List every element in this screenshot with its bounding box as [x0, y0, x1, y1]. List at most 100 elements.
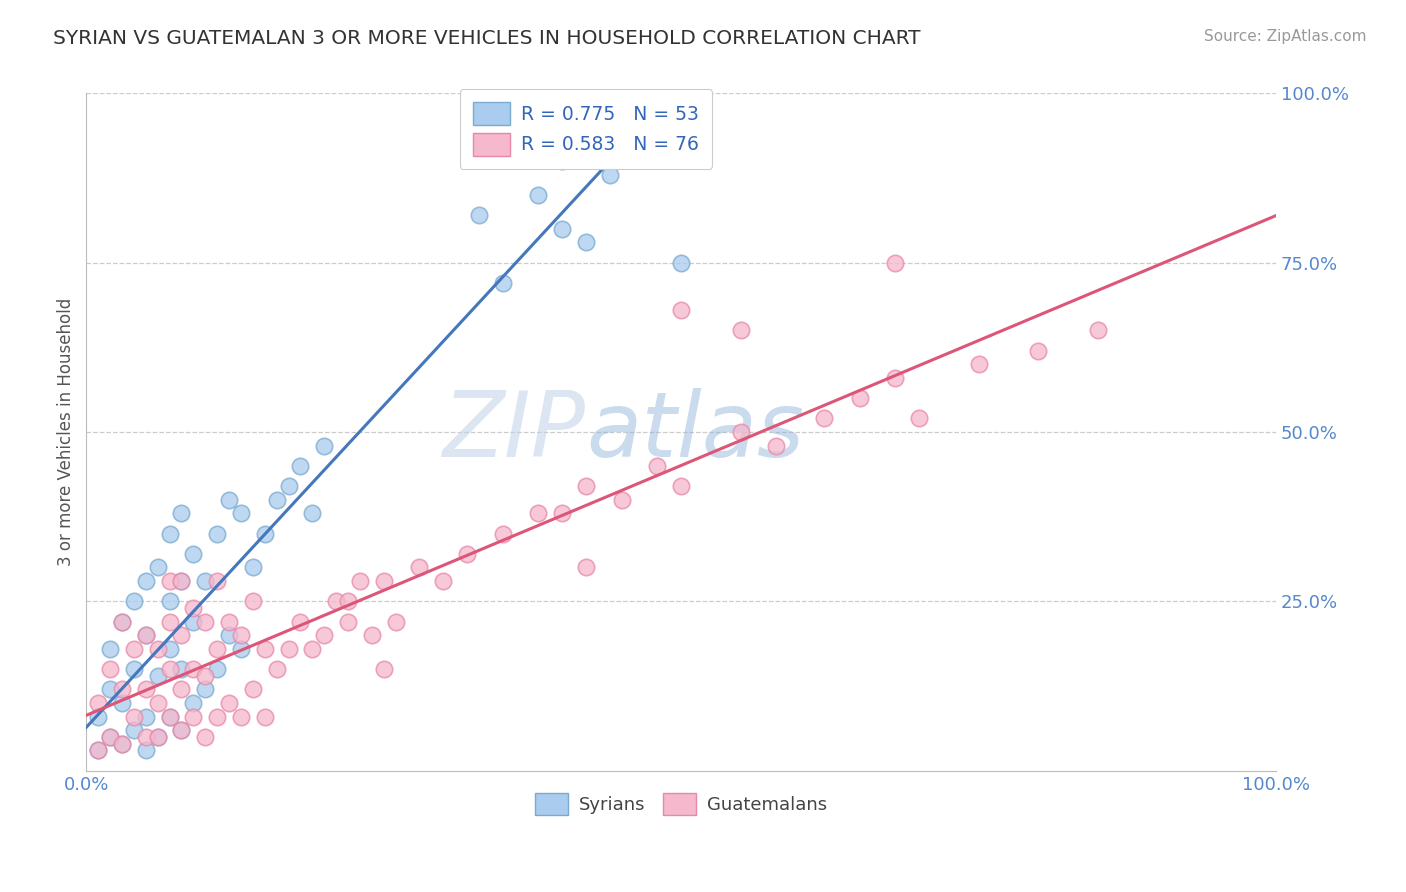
Point: [146, 669, 169, 683]
Point: [229, 641, 252, 656]
Point: [848, 391, 870, 405]
Point: [884, 255, 907, 269]
Point: [468, 208, 491, 222]
Point: [325, 594, 347, 608]
Point: [253, 709, 276, 723]
Point: [146, 730, 169, 744]
Text: SYRIAN VS GUATEMALAN 3 OR MORE VEHICLES IN HOUSEHOLD CORRELATION CHART: SYRIAN VS GUATEMALAN 3 OR MORE VEHICLES …: [53, 29, 921, 47]
Point: [575, 560, 598, 574]
Point: [314, 628, 336, 642]
Point: [194, 730, 217, 744]
Point: [575, 479, 598, 493]
Point: [492, 526, 515, 541]
Point: [301, 506, 323, 520]
Point: [384, 615, 406, 629]
Point: [242, 682, 264, 697]
Point: [432, 574, 454, 588]
Point: [194, 682, 217, 697]
Point: [669, 255, 692, 269]
Point: [765, 439, 787, 453]
Point: [170, 682, 193, 697]
Point: [229, 506, 252, 520]
Point: [527, 188, 550, 202]
Point: [373, 662, 395, 676]
Point: [146, 730, 169, 744]
Point: [349, 574, 371, 588]
Point: [135, 628, 157, 642]
Point: [170, 662, 193, 676]
Point: [135, 628, 157, 642]
Point: [205, 662, 228, 676]
Point: [135, 574, 157, 588]
Point: [967, 357, 990, 371]
Point: [266, 662, 288, 676]
Point: [205, 709, 228, 723]
Point: [337, 594, 360, 608]
Point: [87, 743, 110, 757]
Point: [122, 709, 145, 723]
Point: [98, 730, 121, 744]
Point: [87, 709, 110, 723]
Point: [159, 709, 181, 723]
Point: [170, 574, 193, 588]
Point: [337, 615, 360, 629]
Point: [183, 696, 205, 710]
Point: [205, 574, 228, 588]
Point: [111, 737, 134, 751]
Point: [730, 425, 752, 439]
Point: [610, 492, 633, 507]
Point: [218, 615, 240, 629]
Point: [135, 709, 157, 723]
Point: [87, 743, 110, 757]
Point: [599, 168, 621, 182]
Point: [122, 662, 145, 676]
Point: [730, 323, 752, 337]
Point: [218, 492, 240, 507]
Point: [194, 615, 217, 629]
Point: [122, 723, 145, 737]
Text: Source: ZipAtlas.com: Source: ZipAtlas.com: [1204, 29, 1367, 44]
Point: [647, 458, 669, 473]
Point: [253, 526, 276, 541]
Point: [98, 682, 121, 697]
Point: [183, 709, 205, 723]
Point: [290, 458, 312, 473]
Legend: Syrians, Guatemalans: Syrians, Guatemalans: [529, 786, 834, 822]
Point: [669, 303, 692, 318]
Point: [408, 560, 430, 574]
Point: [373, 574, 395, 588]
Point: [183, 601, 205, 615]
Point: [468, 87, 491, 101]
Point: [159, 526, 181, 541]
Point: [277, 479, 299, 493]
Point: [159, 662, 181, 676]
Point: [170, 628, 193, 642]
Point: [159, 594, 181, 608]
Point: [170, 506, 193, 520]
Point: [194, 574, 217, 588]
Point: [146, 560, 169, 574]
Point: [135, 682, 157, 697]
Point: [205, 641, 228, 656]
Point: [218, 696, 240, 710]
Point: [135, 743, 157, 757]
Point: [159, 574, 181, 588]
Point: [111, 737, 134, 751]
Point: [98, 730, 121, 744]
Point: [1087, 323, 1109, 337]
Point: [1026, 343, 1049, 358]
Point: [813, 411, 835, 425]
Point: [253, 641, 276, 656]
Text: ZIP: ZIP: [443, 388, 586, 476]
Point: [908, 411, 931, 425]
Point: [183, 547, 205, 561]
Point: [159, 615, 181, 629]
Point: [527, 506, 550, 520]
Point: [551, 154, 574, 169]
Point: [146, 696, 169, 710]
Text: atlas: atlas: [586, 388, 804, 476]
Point: [551, 222, 574, 236]
Point: [194, 669, 217, 683]
Point: [183, 615, 205, 629]
Point: [111, 682, 134, 697]
